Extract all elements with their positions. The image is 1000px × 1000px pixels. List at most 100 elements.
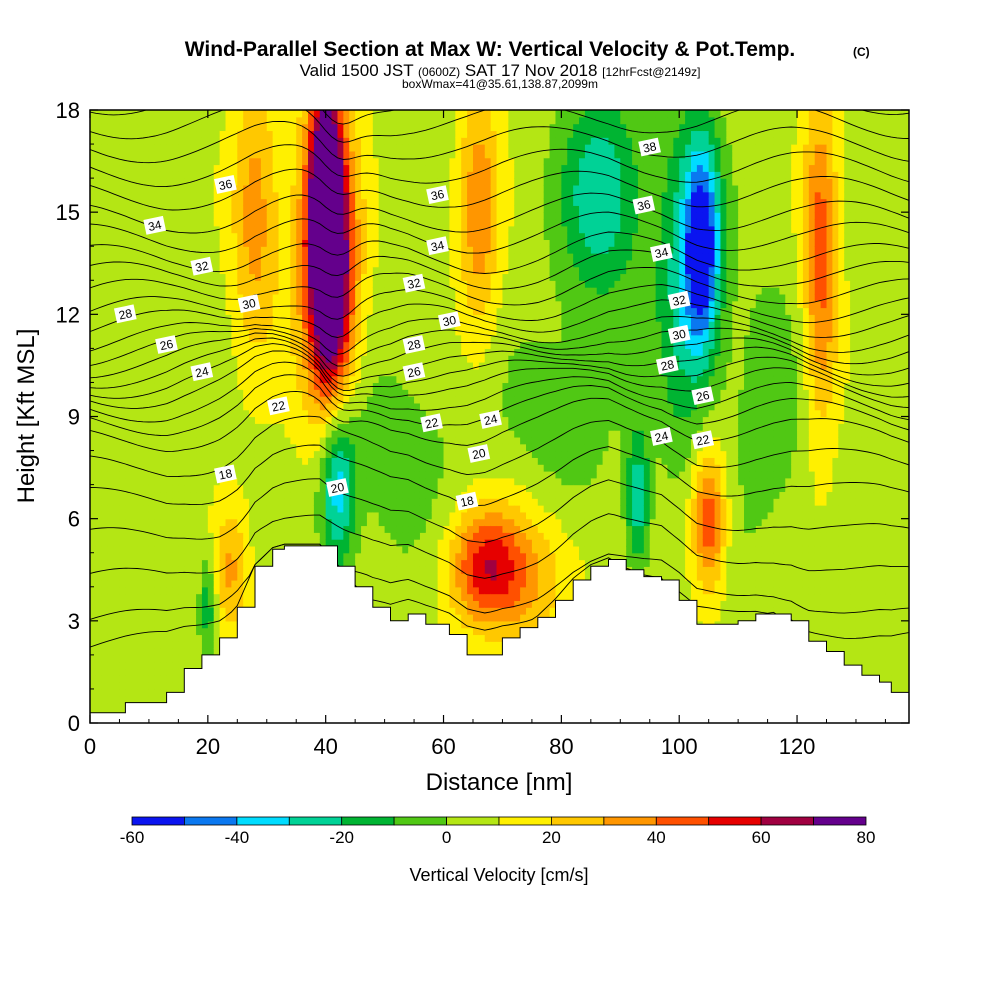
chart-title: Wind-Parallel Section at Max W: Vertical… <box>185 38 796 61</box>
isentrope-label: 32 <box>402 273 426 293</box>
colorbar-swatch <box>813 816 867 826</box>
isentrope-line <box>90 231 909 274</box>
colorbar-swatch <box>603 816 657 826</box>
isentrope-line <box>90 327 909 367</box>
isentrope-label: 28 <box>655 355 679 375</box>
isentrope-label: 36 <box>426 185 449 205</box>
isentrope-line <box>90 192 909 234</box>
subtitle-forecast: [12hrFcst@2149z] <box>602 65 700 79</box>
colorbar-swatch <box>393 816 447 826</box>
isentrope-label: 36 <box>214 174 237 194</box>
isentrope-line <box>90 120 909 164</box>
y-tick-label: 6 <box>68 507 80 532</box>
isentrope-label: 34 <box>143 215 167 235</box>
colorbar-swatch <box>551 816 605 826</box>
colorbar-tick-label: 40 <box>647 828 666 847</box>
isentrope-label: 24 <box>190 362 214 382</box>
isentrope-line <box>90 444 909 506</box>
isentrope-line <box>90 284 909 324</box>
isentrope-label: 30 <box>667 324 691 344</box>
isentrope-label: 20 <box>326 478 349 497</box>
colorbar-swatch <box>498 816 552 826</box>
colorbar-swatch <box>236 816 290 826</box>
x-tick-label: 40 <box>313 734 337 759</box>
x-axis-label: Distance [nm] <box>426 769 573 796</box>
isentrope-line <box>90 543 909 620</box>
colorbar-swatch <box>446 816 500 826</box>
colorbar-swatch <box>183 816 238 826</box>
y-tick-label: 9 <box>68 405 80 430</box>
isentrope-line <box>90 513 909 579</box>
y-tick-label: 0 <box>68 711 80 736</box>
isentrope-label: 26 <box>155 335 178 354</box>
isentrope-label: 38 <box>638 137 661 157</box>
x-tick-label: 0 <box>84 734 96 759</box>
isentrope-line <box>90 343 909 399</box>
chart-subtitle: Valid 1500 JST (0600Z) SAT 17 Nov 2018 [… <box>300 61 701 80</box>
subtitle-valid: Valid 1500 JST <box>300 61 414 80</box>
isentrope-label: 36 <box>632 195 656 215</box>
colorbar-tick-label: 20 <box>542 828 561 847</box>
isentrope-label: 18 <box>455 491 479 511</box>
colorbar-swatch <box>288 816 343 826</box>
isentrope-line <box>90 390 909 453</box>
isentrope-line <box>90 249 909 290</box>
colorbar-tick-label: -20 <box>329 828 354 847</box>
colorbar-tick-label: 0 <box>442 828 451 847</box>
x-axis: 0 20 40 60 80 100 120 <box>84 110 886 759</box>
isentrope-line <box>90 168 909 211</box>
isentrope-label: 28 <box>402 335 426 354</box>
subtitle-date: SAT 17 Nov 2018 <box>465 61 598 80</box>
y-tick-label: 15 <box>56 200 80 225</box>
isentrope-line <box>90 267 909 306</box>
x-tick-label: 120 <box>779 734 816 759</box>
isentrope-label: 18 <box>214 464 237 484</box>
isentrope-line <box>90 374 909 437</box>
isentrope-label: 26 <box>402 362 426 382</box>
x-tick-label: 80 <box>549 734 573 759</box>
terrain-mask <box>90 545 909 723</box>
isentrope-label: 22 <box>420 413 443 433</box>
colorbar-swatch <box>341 816 395 826</box>
isentrope-line <box>90 337 909 389</box>
isentrope-label: 30 <box>437 311 461 331</box>
subtitle-utc: (0600Z) <box>418 65 460 79</box>
terrain-profile <box>90 545 909 723</box>
subtitle-note: boxWmax=41@35.61,138.87,2099m <box>402 77 598 91</box>
colorbar-swatch <box>760 816 814 826</box>
colorbar-title: Vertical Velocity [cm/s] <box>409 865 588 885</box>
isentrope-label: 20 <box>467 444 491 463</box>
x-tick-label: 60 <box>431 734 455 759</box>
isentrope-label: 24 <box>479 409 502 429</box>
colorbar-tick-label: 60 <box>752 828 771 847</box>
isentrope-line <box>90 415 909 478</box>
y-tick-label: 18 <box>56 98 80 123</box>
colorbar-tick-label: 80 <box>857 828 876 847</box>
isentrope-line <box>90 350 909 409</box>
colorbar: -60 -40 -20 0 20 40 60 80 <box>120 816 876 847</box>
x-tick-label: 100 <box>661 734 698 759</box>
colorbar-swatch <box>708 816 762 826</box>
y-axis-label: Height [Kft MSL] <box>13 329 40 504</box>
isentrope-label: 30 <box>237 294 261 314</box>
isentrope-line <box>90 144 909 188</box>
y-tick-label: 12 <box>56 302 80 327</box>
isentrope-line <box>90 478 909 544</box>
y-tick-label: 3 <box>68 609 80 634</box>
colorbar-tick-label: -60 <box>120 828 145 847</box>
isentrope-line <box>90 543 909 648</box>
title-copyright-mark: (C) <box>853 45 870 59</box>
isentrope-label: 34 <box>426 236 449 256</box>
isentrope-label: 34 <box>650 243 673 262</box>
x-tick-label: 20 <box>196 734 220 759</box>
isentrope-label: 32 <box>667 290 691 310</box>
isentrope-label: 24 <box>650 426 673 446</box>
colorbar-swatch <box>655 816 710 826</box>
isentrope-label: 22 <box>691 430 715 450</box>
isentrope-line <box>90 299 909 338</box>
isentrope-label: 26 <box>691 386 715 406</box>
